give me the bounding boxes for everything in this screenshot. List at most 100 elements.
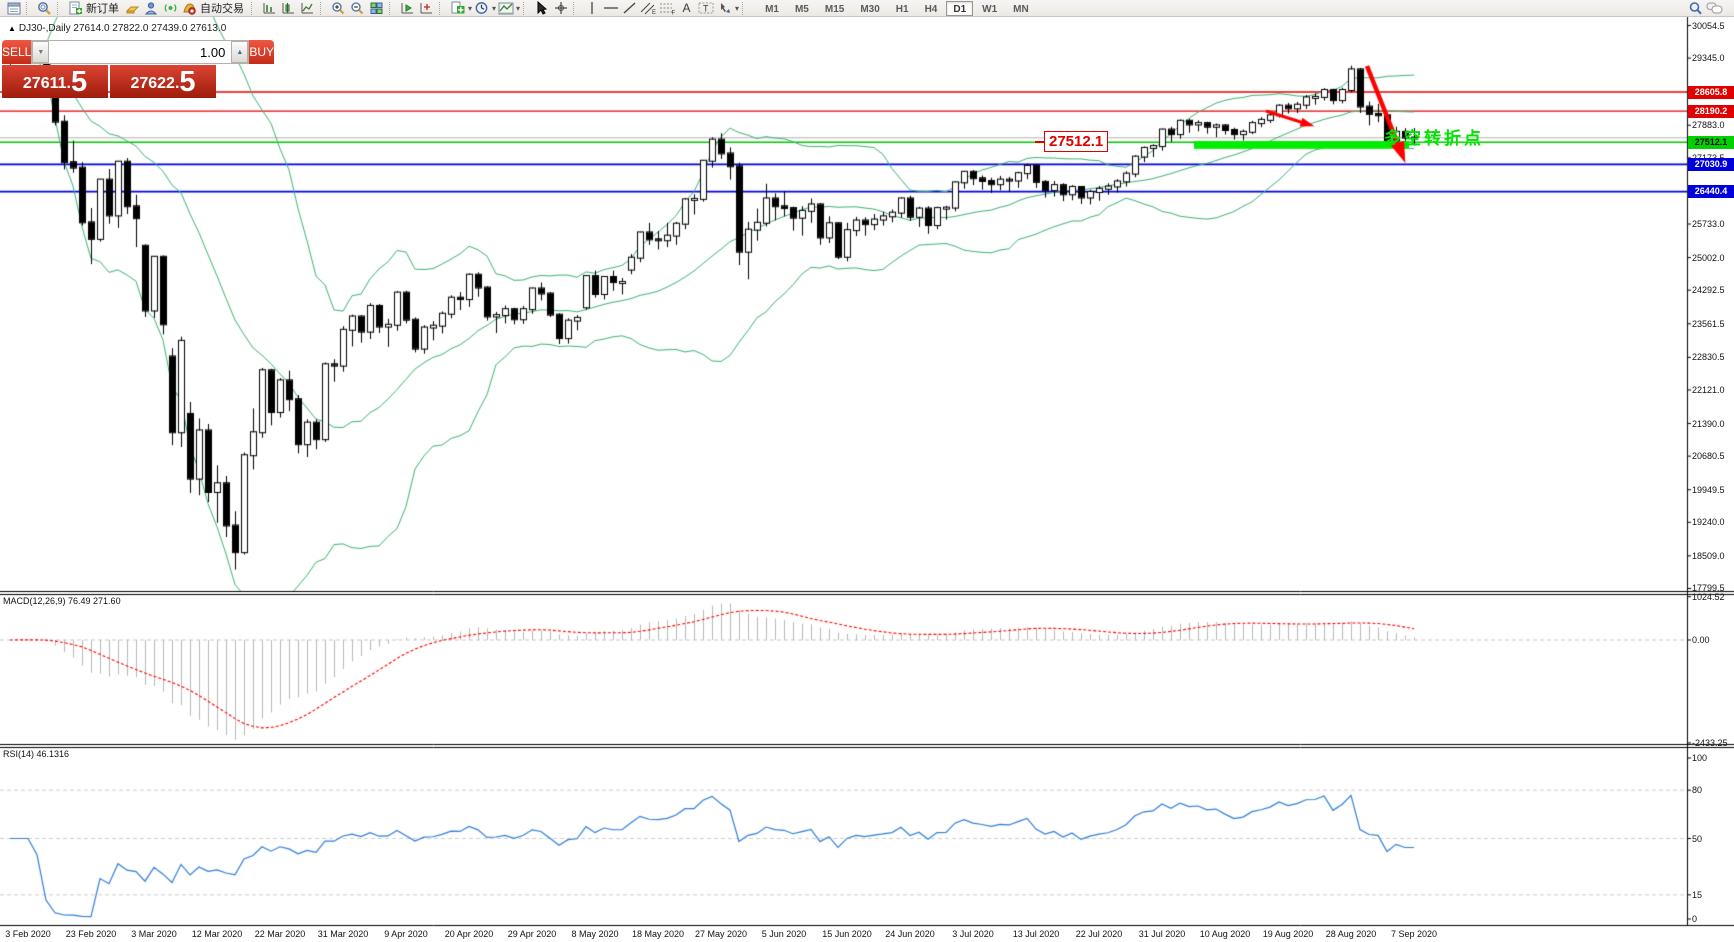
chart-symbol-icon: ▲: [8, 24, 16, 33]
date-axis-label: 22 Jul 2020: [1075, 929, 1123, 939]
macd-tick-label: 0.00: [1692, 635, 1710, 645]
date-axis-label: 13 Jul 2020: [1012, 929, 1060, 939]
new-order-icon[interactable]: [67, 1, 84, 16]
trendline-icon[interactable]: [621, 1, 638, 16]
buy-price-display[interactable]: 27622. 5: [110, 65, 216, 98]
timeframe-button-mn[interactable]: MN: [1013, 3, 1029, 15]
cursor-icon[interactable]: [533, 1, 550, 16]
auto-trading-icon[interactable]: [181, 1, 198, 16]
rsi-tick-label: 15: [1692, 889, 1703, 900]
price-line-badge: 27030.9: [1688, 157, 1734, 171]
charts-window-icon[interactable]: [5, 1, 22, 16]
timeframe-button-h1[interactable]: H1: [895, 3, 909, 15]
price-tick-label: 21390.0: [1692, 418, 1725, 429]
macd-indicator-label: MACD(12,26,9) 76.49 271.60: [3, 596, 121, 606]
bar-chart-mode-icon[interactable]: [261, 1, 278, 16]
templates-dropdown-arrow[interactable]: ▾: [516, 3, 521, 13]
date-axis-label: 3 Feb 2020: [5, 929, 51, 939]
price-callout-label[interactable]: 27512.1: [1034, 131, 1109, 152]
one-click-trading-panel: SELL ▼ ▲ BUY 27611.5 27622.5: [2, 40, 275, 98]
date-axis-label: 12 Mar 2020: [191, 929, 243, 939]
date-axis-label: 3 Jul 2020: [952, 929, 994, 939]
date-axis-label: 9 Apr 2020: [384, 929, 428, 939]
timeframe-button-m30[interactable]: M30: [860, 3, 880, 15]
toolbar-separator: [320, 1, 325, 15]
templates-icon[interactable]: [497, 1, 514, 16]
svg-text:E: E: [652, 10, 656, 15]
vertical-line-icon[interactable]: [583, 1, 600, 16]
rsi-tick-label: 50: [1692, 833, 1703, 844]
timeframe-button-m1[interactable]: M1: [765, 3, 779, 15]
timeframe-button-w1[interactable]: W1: [982, 3, 998, 15]
buy-button[interactable]: BUY: [249, 40, 275, 64]
market-depth-icon[interactable]: [124, 1, 141, 16]
auto-scroll-icon[interactable]: [399, 1, 416, 16]
rsi-tick-label: 0: [1692, 914, 1698, 924]
price-tick-label: 18509.0: [1692, 550, 1725, 561]
search-icon[interactable]: [1687, 1, 1704, 16]
zoom-in-icon[interactable]: [330, 1, 347, 16]
volume-spinner: ▼ ▲: [31, 40, 250, 64]
periods-icon[interactable]: [473, 1, 490, 16]
line-chart-mode-icon[interactable]: [299, 1, 316, 16]
toolbar-separator: [251, 1, 256, 15]
date-axis-label: 15 Jun 2020: [822, 929, 872, 939]
price-tick-label: 27173.5: [1692, 153, 1725, 163]
toolbar-separator: [742, 1, 747, 15]
date-axis-label: 10 Aug 2020: [1199, 929, 1251, 939]
text-tool-icon[interactable]: A: [682, 1, 691, 15]
indicators-icon[interactable]: [449, 1, 466, 16]
chart-title: ▲ DJ30-,Daily 27614.0 27822.0 27439.0 276…: [8, 23, 227, 34]
timeframe-button-m5[interactable]: M5: [794, 3, 809, 15]
date-axis-label: 27 May 2020: [694, 929, 748, 939]
fibonacci-icon[interactable]: F: [659, 1, 676, 16]
tile-windows-icon[interactable]: [368, 1, 385, 16]
sell-button[interactable]: SELL: [2, 40, 32, 64]
toolbar-separator: [389, 1, 394, 15]
auto-trading-label[interactable]: 自动交易: [200, 3, 244, 15]
price-tick-label: 19949.5: [1692, 484, 1725, 495]
price-line-badge: 28605.8: [1688, 85, 1734, 99]
main-toolbar: 新订单 自动交易 ▾ ▾ ▾: [0, 0, 1734, 17]
arrows-tool-icon[interactable]: [716, 1, 733, 16]
rsi-indicator-label: RSI(14) 46.1316: [3, 749, 70, 759]
volume-increase-button[interactable]: ▲: [231, 41, 249, 63]
horizontal-line-icon[interactable]: [602, 1, 619, 16]
chat-icon[interactable]: [1706, 1, 1723, 16]
date-axis-label: 3 Mar 2020: [131, 929, 177, 939]
new-order-label[interactable]: 新订单: [86, 3, 119, 15]
timeframe-button-h4[interactable]: H4: [924, 3, 938, 15]
price-tick-label: 17799.5: [1692, 583, 1725, 594]
preview-icon[interactable]: [36, 1, 53, 16]
text-label-tool-icon[interactable]: T: [697, 1, 714, 16]
zoom-out-icon[interactable]: [349, 1, 366, 16]
rsi-tick-label: 100: [1692, 753, 1708, 763]
community-icon[interactable]: [143, 1, 160, 16]
date-axis-label: 18 May 2020: [631, 929, 685, 939]
toolbar-separator: [439, 1, 444, 15]
toolbar-separator: [26, 1, 31, 15]
chart-shift-icon[interactable]: [418, 1, 435, 16]
timeframe-group: M1 M5 M15 M30 H1 H4 D1 W1 MN: [757, 0, 1037, 16]
arrows-dropdown-arrow[interactable]: ▾: [735, 3, 740, 13]
price-tick-label: 29345.0: [1692, 53, 1725, 64]
periods-dropdown-arrow[interactable]: ▾: [492, 3, 497, 13]
crosshair-icon[interactable]: [552, 1, 569, 16]
volume-decrease-button[interactable]: ▼: [32, 41, 50, 63]
timeframe-button-m15[interactable]: M15: [824, 3, 845, 15]
equidistant-channel-icon[interactable]: E: [640, 1, 657, 16]
svg-text:T: T: [703, 4, 709, 14]
candlestick-mode-icon[interactable]: [280, 1, 297, 16]
macd-tick-label: 1024.52: [1692, 591, 1725, 602]
indicators-dropdown-arrow[interactable]: ▾: [468, 3, 473, 13]
date-axis-label: 31 Jul 2020: [1138, 929, 1186, 939]
volume-input[interactable]: [49, 41, 232, 63]
svg-text:F: F: [672, 11, 676, 16]
timeframe-button-d1[interactable]: D1: [946, 0, 974, 16]
turning-point-annotation: 多空转折点: [1384, 129, 1484, 148]
sell-price-display[interactable]: 27611. 5: [2, 65, 108, 98]
price-tick-label: 22830.5: [1692, 352, 1725, 363]
date-axis-label: 22 Mar 2020: [254, 929, 306, 939]
signals-icon[interactable]: [162, 1, 179, 16]
